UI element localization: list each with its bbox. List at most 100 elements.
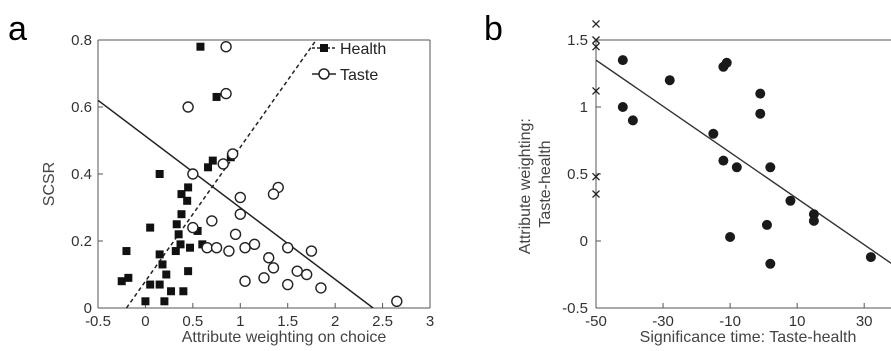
health-point: [179, 287, 188, 296]
panel-b-point: [627, 115, 638, 126]
panel-b-point: [725, 231, 736, 242]
health-point: [184, 267, 193, 276]
panel-b-y-axis-label-line-1: Attribute weighting:: [517, 118, 534, 254]
taste-point: [291, 265, 303, 277]
panel-b-x-tick-label: -50: [585, 313, 607, 330]
health-point: [117, 277, 126, 286]
panel-a-x-tick-label: 1.5: [277, 313, 298, 330]
panel-b-point: [765, 258, 776, 269]
panel-b-point: [865, 252, 876, 263]
panel-a-fit-line-health: [125, 40, 317, 308]
health-point: [146, 223, 155, 232]
taste-point: [187, 168, 199, 180]
panel-a-y-ticks: 0 0.2 0.4 0.6 0.8: [71, 32, 103, 317]
health-point: [158, 260, 167, 269]
panel-b-y-axis-label-line-2: Taste-health: [537, 140, 554, 227]
panel-a-y-axis-label: SCSR: [41, 162, 58, 206]
health-point: [171, 247, 180, 256]
panel-a-x-tick-label: 0: [141, 313, 149, 330]
panel-a-x-tick-label: 2: [331, 313, 339, 330]
panel-b-point: [617, 55, 628, 66]
taste-point: [315, 282, 327, 294]
health-point: [198, 240, 207, 249]
legend-health-marker: [320, 44, 328, 52]
taste-point: [263, 252, 275, 264]
taste-point: [282, 278, 294, 291]
health-point: [177, 190, 186, 199]
panel-b-x-tick-label: 30: [856, 313, 873, 330]
taste-point: [201, 241, 213, 254]
taste-point: [229, 228, 242, 241]
panel-b-cross-point: [592, 172, 600, 181]
panel-b-point: [755, 88, 766, 99]
health-point: [177, 210, 186, 219]
panel-b-x-ticks: -50 -30 -10 10 30: [585, 303, 873, 330]
taste-point: [220, 41, 232, 53]
panel-a-legend: Health Taste: [312, 41, 386, 84]
taste-point: [267, 188, 280, 200]
panel-b-point: [755, 108, 766, 119]
panel-a-fit-line-taste: [98, 99, 374, 308]
panel-b-x-tick-label: -10: [719, 313, 741, 330]
panel-b-cross-point: [592, 36, 600, 44]
health-point: [155, 250, 164, 259]
taste-point: [305, 245, 318, 257]
health-point: [122, 247, 131, 256]
panel-a-y-tick-label: 0: [84, 300, 92, 317]
panel-b-cross-point: [592, 19, 600, 28]
panel-b-point: [761, 219, 772, 230]
taste-point: [226, 148, 239, 160]
panel-a-x-tick-label: -0.5: [85, 313, 111, 330]
panel-b-y-ticks: -0.5 0 0.5 1 1.5: [562, 32, 601, 317]
panel-b-cross-point: [592, 42, 600, 51]
panel-b-y-tick-label: 1: [580, 99, 588, 116]
taste-point: [234, 191, 246, 204]
taste-point: [234, 208, 246, 220]
health-point: [204, 163, 213, 172]
taste-point: [210, 241, 223, 254]
panel-b-y-tick-label: 0: [580, 233, 588, 250]
panel-a-x-tick-label: 2.5: [372, 313, 393, 330]
health-point: [146, 280, 155, 289]
panel-b-x-tick-label: 10: [789, 313, 806, 330]
panel-a-y-tick-label: 0.4: [71, 166, 92, 183]
health-point: [160, 297, 169, 306]
taste-point: [217, 158, 229, 170]
taste-point: [267, 262, 280, 274]
health-point: [162, 270, 171, 279]
health-point: [124, 273, 133, 282]
panel-b-point: [708, 128, 719, 139]
panel-b-point: [718, 155, 729, 166]
panel-a-x-tick-label: 3: [426, 313, 434, 330]
health-point: [183, 196, 192, 205]
panel-b-point: [808, 215, 819, 226]
panel-a-points: [117, 41, 403, 307]
taste-point: [282, 241, 294, 254]
panel-label-b: b: [484, 10, 503, 48]
panel-a-x-ticks: -0.5 0 0.5 1 1.5 2 2.5 3: [85, 303, 434, 330]
health-point: [196, 42, 205, 51]
taste-point: [239, 241, 251, 254]
panel-b-point: [664, 75, 675, 86]
taste-point: [206, 215, 218, 227]
panel-b-fit-line: [596, 59, 891, 265]
panel-a-y-tick-label: 0.6: [71, 99, 92, 116]
health-point: [141, 297, 150, 306]
panel-b-point: [765, 162, 776, 173]
panel-b-x-tick-label: -30: [652, 313, 674, 330]
health-point: [193, 226, 202, 235]
health-point: [212, 92, 221, 101]
panel-a-y-tick-label: 0.2: [71, 233, 92, 250]
panel-b-cross-point: [592, 86, 600, 95]
taste-point: [187, 221, 199, 234]
health-point: [176, 240, 185, 249]
panel-b-x-axis-label: Significance time: Taste-health: [640, 329, 857, 346]
legend-taste-marker: [318, 68, 330, 80]
panel-a-x-axis-label: Attribute weighting on choice: [182, 329, 387, 346]
panel-b-y-tick-label: 1.5: [567, 32, 588, 49]
panel-b-y-tick-label: 0.5: [567, 166, 588, 183]
health-point: [184, 183, 193, 192]
health-point: [155, 170, 164, 178]
taste-point: [239, 275, 251, 287]
